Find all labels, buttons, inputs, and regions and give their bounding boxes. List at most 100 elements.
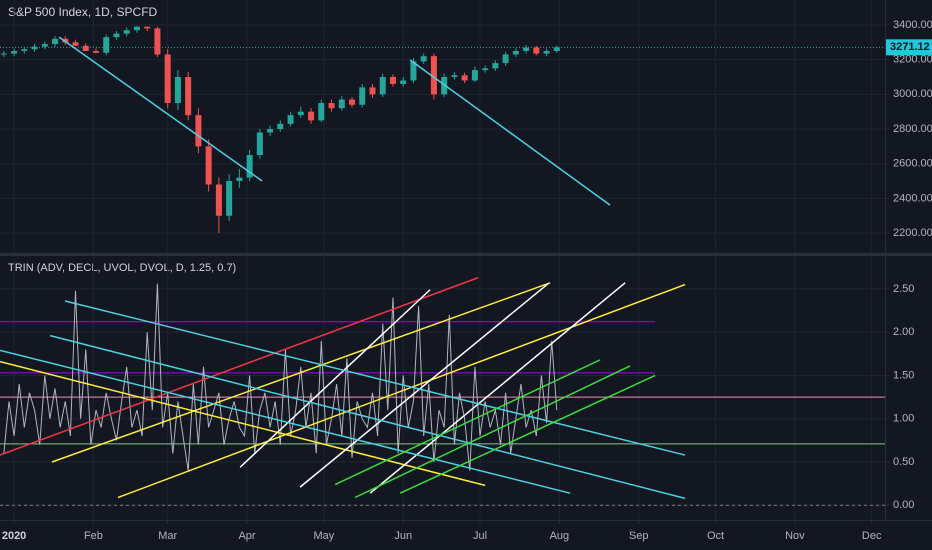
x-tick-label: Aug: [550, 530, 570, 542]
candle-body: [349, 99, 356, 105]
candle-body: [400, 80, 407, 84]
candle-body: [338, 99, 345, 109]
x-tick-label: Sep: [629, 530, 649, 542]
candle-body: [11, 50, 18, 54]
candle-body: [471, 70, 478, 81]
candle-body: [543, 50, 550, 54]
y-tick-label: 2.50: [893, 283, 914, 295]
trend-line: [299, 283, 549, 488]
candle-body: [195, 115, 202, 147]
candle-body: [533, 47, 540, 54]
trend-line: [369, 282, 626, 494]
y-tick-label: 1.50: [893, 369, 914, 381]
candle-body: [389, 76, 396, 84]
candle-body: [41, 44, 48, 47]
trin-line: [3, 283, 558, 471]
candle-body: [451, 75, 458, 77]
candle-body: [267, 129, 274, 133]
candle-body: [82, 45, 89, 51]
candle-body: [482, 68, 489, 71]
candle-body: [154, 28, 161, 55]
candle-body: [359, 87, 366, 105]
trend-line: [334, 359, 601, 486]
y-tick-label: 2.00: [893, 326, 914, 338]
candle-body: [553, 47, 560, 51]
trend-line: [51, 282, 551, 463]
candle-body: [328, 103, 335, 109]
trend-line: [239, 289, 431, 468]
candle-body: [113, 33, 120, 38]
y-tick-label: 0.00: [893, 499, 914, 511]
candle-body: [133, 26, 140, 31]
x-tick-label: 2020: [2, 530, 26, 542]
y-tick-label: 2800.00: [893, 123, 932, 135]
candle-body: [512, 50, 519, 55]
chart-title: S&P 500 Index, 1D, SPCFD: [8, 5, 158, 19]
last-price-box: [886, 39, 932, 56]
trend-line: [64, 300, 686, 456]
candle-body: [205, 146, 212, 185]
candle-body: [123, 30, 130, 34]
candle-body: [318, 103, 325, 121]
candle-body: [93, 50, 100, 53]
candle-body: [287, 115, 294, 124]
x-tick-label: Feb: [84, 530, 103, 542]
candle-body: [256, 132, 263, 156]
x-tick-label: Mar: [158, 530, 177, 542]
pane: [0, 0, 885, 253]
trend-line: [0, 349, 571, 494]
y-tick-label: 3400.00: [893, 19, 932, 31]
trend-line: [58, 36, 263, 182]
candle-body: [410, 61, 417, 81]
candle-body: [215, 184, 222, 216]
candle-body: [461, 75, 468, 81]
trend-line: [399, 374, 656, 494]
candle-body: [226, 181, 233, 216]
candle-body: [103, 37, 110, 53]
last-price-label: 3271.12: [890, 41, 930, 53]
candle-body: [21, 49, 28, 51]
trend-line: [409, 59, 611, 206]
candle-body: [52, 38, 59, 45]
trend-line: [354, 365, 631, 499]
trend-line: [0, 276, 479, 456]
candle-body: [174, 76, 181, 104]
indicator-title: TRIN (ADV, DECL, UVOL, DVOL, D, 1.25, 0.…: [8, 262, 236, 274]
pane: [0, 256, 885, 520]
y-tick-label: 0.50: [893, 456, 914, 468]
candle-body: [297, 111, 304, 116]
y-tick-label: 1.00: [893, 413, 914, 425]
candle-body: [185, 76, 192, 116]
x-tick-label: Apr: [238, 530, 255, 542]
candle-body: [523, 47, 530, 51]
candle-body: [164, 54, 171, 104]
candle-body: [492, 63, 499, 69]
candle-body: [0, 53, 7, 55]
x-tick-label: Dec: [862, 530, 882, 542]
x-tick-label: Nov: [785, 530, 805, 542]
x-tick-label: Jun: [394, 530, 412, 542]
candle-body: [430, 56, 437, 95]
candle-body: [72, 42, 79, 46]
trend-line: [117, 283, 686, 499]
x-tick-label: May: [313, 530, 334, 542]
y-tick-label: 2200.00: [893, 227, 932, 239]
candle-body: [236, 177, 243, 182]
trend-line: [49, 334, 686, 500]
y-tick-label: 2400.00: [893, 192, 932, 204]
candle-body: [420, 56, 427, 62]
candle-body: [277, 123, 284, 130]
x-tick-label: Jul: [473, 530, 487, 542]
candle-body: [502, 54, 509, 64]
y-tick-label: 2600.00: [893, 158, 932, 170]
candle-body: [379, 76, 386, 95]
candle-body: [369, 87, 376, 95]
candle-body: [144, 26, 151, 29]
candle-body: [31, 46, 38, 50]
y-tick-label: 3000.00: [893, 88, 932, 100]
candle-body: [441, 76, 448, 95]
candle-body: [308, 111, 315, 121]
y-tick-label: 3200.00: [893, 54, 932, 66]
